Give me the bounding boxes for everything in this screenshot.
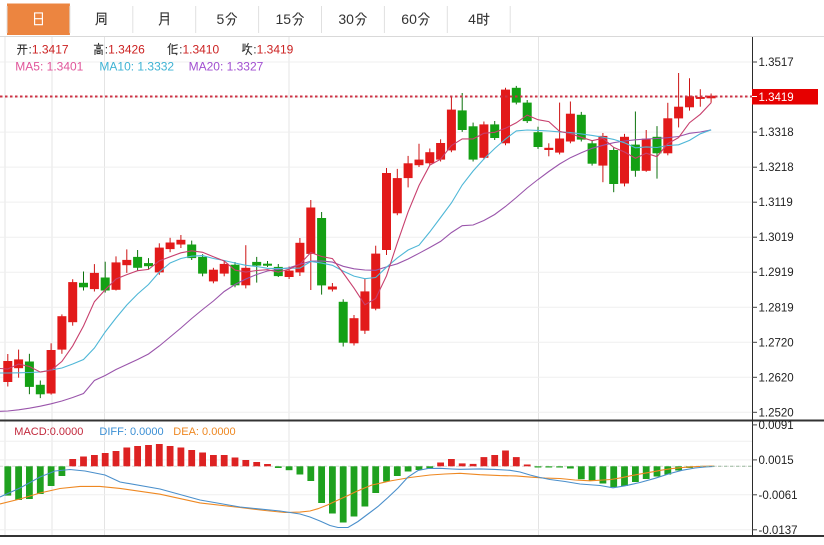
svg-text:MA10: 1.3332: MA10: 1.3332 <box>99 60 174 74</box>
svg-text:0.0015: 0.0015 <box>759 455 794 467</box>
svg-text:1.2819: 1.2819 <box>759 302 794 314</box>
svg-text:1.2720: 1.2720 <box>759 337 794 349</box>
svg-text:-0.0137: -0.0137 <box>759 525 798 537</box>
svg-text::1.3419: :1.3419 <box>253 43 293 57</box>
svg-text:1.2919: 1.2919 <box>759 267 794 279</box>
svg-text:5: 5 <box>217 11 225 27</box>
svg-text:1.2620: 1.2620 <box>759 372 794 384</box>
svg-text:1.3419: 1.3419 <box>759 92 794 104</box>
svg-text:MA20: 1.3327: MA20: 1.3327 <box>189 60 264 74</box>
svg-text:15: 15 <box>276 11 292 27</box>
svg-text::1.3410: :1.3410 <box>179 43 219 57</box>
svg-text:-0.0061: -0.0061 <box>759 490 798 502</box>
svg-text:1.3119: 1.3119 <box>759 197 793 209</box>
svg-text:MA5: 1.3401: MA5: 1.3401 <box>15 60 83 74</box>
svg-text:0.0091: 0.0091 <box>759 420 794 432</box>
svg-text:1.2520: 1.2520 <box>759 407 794 419</box>
svg-text:60: 60 <box>401 11 417 27</box>
svg-text::1.3417: :1.3417 <box>29 43 69 57</box>
svg-text:30: 30 <box>338 11 354 27</box>
svg-text:MACD:0.0000: MACD:0.0000 <box>14 426 83 438</box>
svg-text:1.3218: 1.3218 <box>759 162 794 174</box>
svg-text:1.3517: 1.3517 <box>759 57 794 69</box>
svg-text:4: 4 <box>468 11 476 27</box>
svg-text:1.3019: 1.3019 <box>759 232 794 244</box>
svg-text::1.3426: :1.3426 <box>105 43 145 57</box>
svg-text:1.3318: 1.3318 <box>759 127 794 139</box>
svg-text:DIFF: 0.0000: DIFF: 0.0000 <box>99 426 163 438</box>
svg-text:DEA: 0.0000: DEA: 0.0000 <box>173 426 235 438</box>
